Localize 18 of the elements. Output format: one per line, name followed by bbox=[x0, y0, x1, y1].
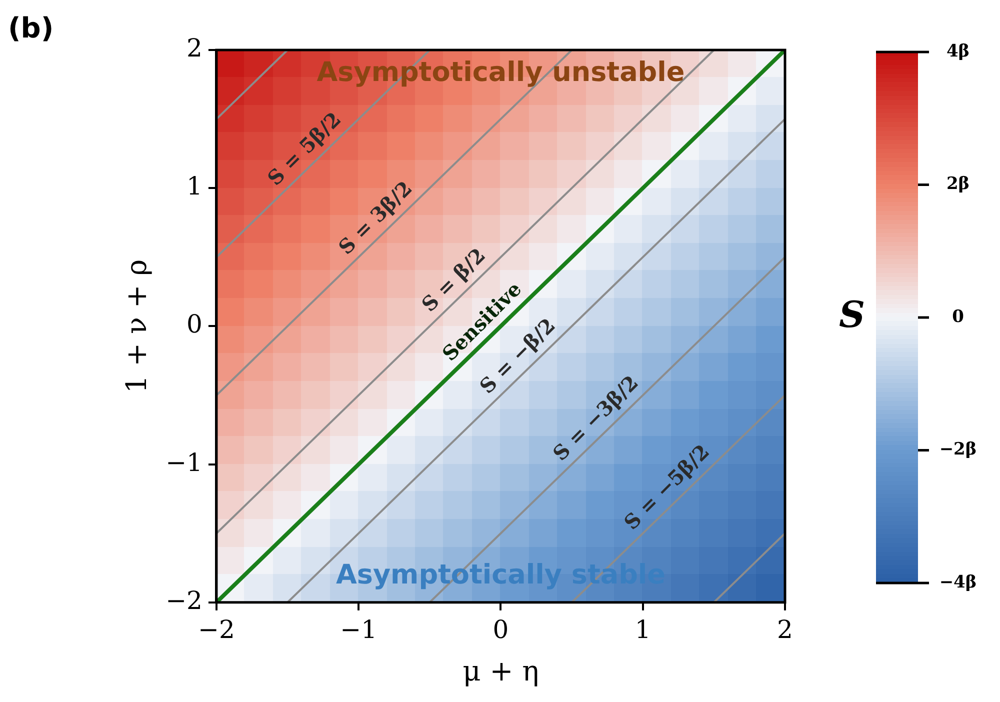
color-bar-label: −2β bbox=[939, 440, 977, 460]
y-tick-label: 2 bbox=[186, 34, 202, 62]
text: (b) bbox=[8, 11, 54, 44]
y-axis-title: 1 + ν + ρ bbox=[120, 259, 154, 394]
color-bar-label: 2β bbox=[946, 174, 970, 194]
color-bar-label: 0 bbox=[952, 306, 964, 327]
color-bar-label: 4β bbox=[946, 41, 970, 62]
y-tick-label: 0 bbox=[186, 310, 202, 339]
x-tick-label: −1 bbox=[340, 614, 378, 644]
x-tick-label: 1 bbox=[634, 614, 651, 644]
x-axis-title: μ + η bbox=[462, 654, 539, 688]
color-bar-label: −4β bbox=[939, 572, 977, 592]
y-tick-label: 1 bbox=[186, 172, 202, 201]
x-tick-label: 0 bbox=[492, 614, 509, 644]
color-bar-title: S bbox=[839, 294, 865, 336]
x-tick-label: 2 bbox=[777, 614, 793, 644]
y-tick-label: −1 bbox=[166, 448, 202, 477]
y-tick-label: −2 bbox=[166, 586, 202, 615]
